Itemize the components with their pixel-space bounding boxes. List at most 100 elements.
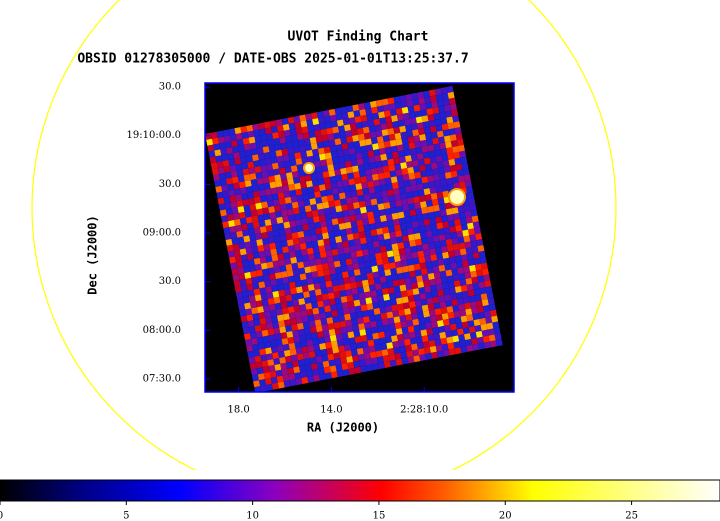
image-pixel: [404, 155, 412, 163]
image-pixel: [306, 369, 314, 377]
image-pixel: [352, 104, 360, 112]
image-pixel: [383, 360, 391, 368]
image-pixel: [441, 154, 449, 162]
image-pixel: [258, 250, 266, 258]
image-pixel: [366, 272, 374, 280]
image-pixel: [371, 106, 379, 114]
image-pixel: [273, 266, 281, 274]
image-pixel: [387, 127, 395, 135]
image-pixel: [224, 202, 232, 210]
image-pixel: [353, 238, 361, 246]
image-pixel: [395, 297, 403, 305]
image-pixel: [338, 192, 346, 200]
image-pixel: [475, 233, 483, 241]
image-pixel: [239, 150, 247, 158]
image-pixel: [346, 233, 354, 241]
image-pixel: [272, 229, 280, 237]
image-pixel: [429, 315, 437, 323]
image-pixel: [237, 205, 245, 214]
image-pixel: [239, 248, 247, 256]
image-pixel: [411, 92, 419, 100]
image-pixel: [221, 184, 229, 192]
image-pixel: [439, 270, 447, 278]
image-pixel: [450, 262, 458, 270]
image-pixel: [316, 141, 324, 149]
image-pixel: [407, 166, 415, 174]
image-pixel: [376, 325, 384, 333]
image-pixel: [458, 181, 466, 189]
image-pixel: [358, 261, 366, 269]
image-pixel: [360, 243, 368, 251]
image-pixel: [364, 101, 372, 109]
image-pixel: [308, 192, 316, 200]
image-pixel: [329, 365, 337, 373]
image-pixel: [240, 254, 248, 262]
image-pixel: [435, 124, 443, 132]
image-pixel: [481, 268, 490, 276]
image-pixel: [285, 233, 293, 241]
image-pixel: [273, 357, 281, 366]
image-pixel: [458, 334, 466, 342]
image-pixel: [354, 146, 362, 154]
image-pixel: [279, 136, 287, 144]
image-pixel: [393, 126, 401, 134]
image-pixel: [424, 285, 432, 293]
image-pixel: [486, 322, 494, 330]
image-pixel: [254, 294, 262, 302]
image-pixel: [394, 102, 402, 110]
image-pixel: [380, 251, 388, 259]
image-pixel: [247, 258, 255, 267]
image-pixel: [424, 316, 432, 324]
image-pixel: [384, 207, 392, 215]
image-pixel: [433, 271, 441, 279]
image-pixel: [241, 260, 250, 268]
image-pixel: [374, 124, 382, 132]
image-pixel: [383, 140, 391, 148]
image-pixel: [396, 205, 404, 213]
image-pixel: [433, 112, 441, 120]
image-pixel: [276, 216, 284, 224]
image-pixel: [369, 253, 377, 261]
image-pixel: [260, 323, 268, 331]
image-pixel: [274, 272, 282, 280]
image-pixel: [262, 335, 270, 343]
image-pixel: [292, 329, 300, 337]
image-pixel: [263, 182, 271, 190]
image-pixel: [402, 112, 410, 120]
image-pixel: [306, 339, 314, 347]
image-pixel: [441, 312, 449, 321]
image-pixel: [257, 306, 265, 314]
image-pixel: [272, 132, 280, 140]
image-pixel: [398, 217, 406, 225]
image-pixel: [228, 158, 236, 166]
image-pixel: [307, 284, 315, 292]
image-pixel: [329, 145, 337, 153]
image-pixel: [351, 257, 359, 265]
image-pixel: [372, 112, 380, 120]
image-pixel: [443, 227, 451, 235]
image-pixel: [359, 329, 367, 337]
image-pixel: [422, 90, 430, 98]
image-pixel: [415, 305, 423, 313]
image-pixel: [315, 166, 323, 174]
image-pixel: [455, 322, 463, 330]
image-pixel: [354, 177, 362, 185]
image-pixel: [301, 285, 309, 293]
image-pixel: [419, 201, 428, 209]
image-pixel: [365, 236, 373, 244]
image-pixel: [243, 143, 251, 151]
image-pixel: [383, 232, 391, 240]
image-pixel: [328, 359, 336, 367]
image-pixel: [424, 163, 432, 171]
image-pixel: [398, 119, 406, 127]
image-pixel: [312, 338, 320, 346]
image-pixel: [335, 303, 343, 311]
image-pixel: [419, 103, 427, 111]
image-pixel: [301, 218, 309, 226]
image-pixel: [283, 282, 291, 290]
image-pixel: [426, 297, 434, 305]
image-pixel: [441, 92, 449, 100]
image-pixel: [425, 352, 433, 360]
image-pixel: [426, 108, 434, 116]
